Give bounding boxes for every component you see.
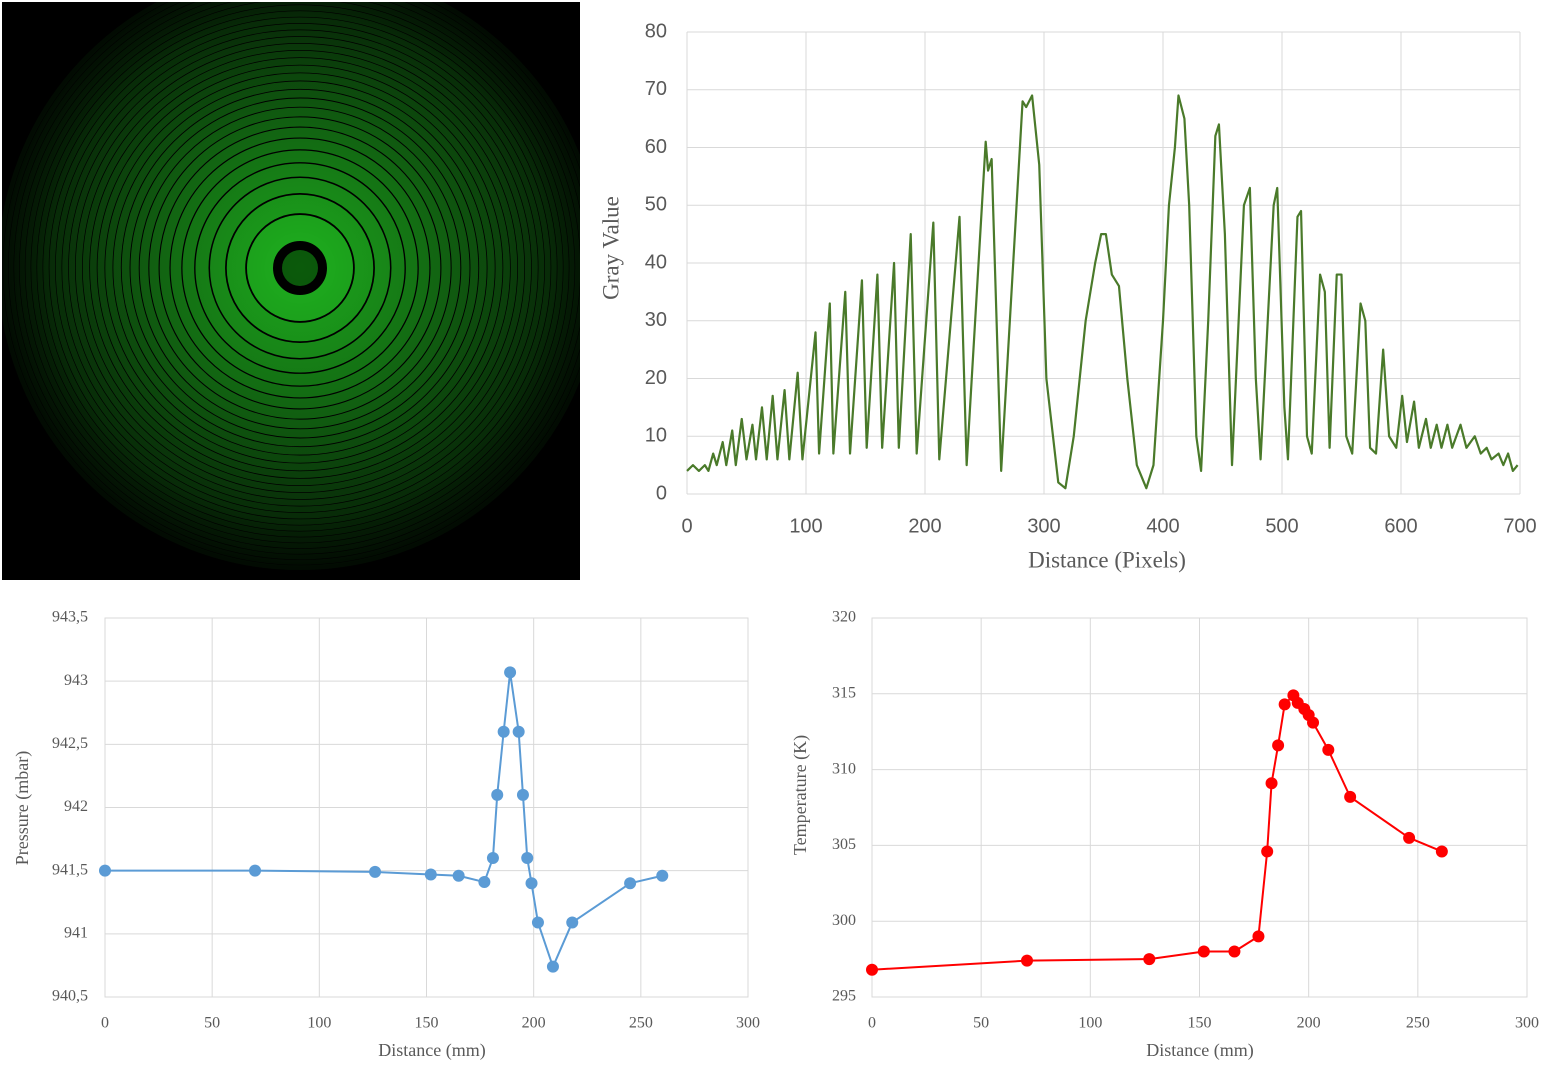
y-tick-label: 60 xyxy=(645,136,667,158)
y-axis-title: Temperature (K) xyxy=(790,735,811,855)
x-tick-label: 250 xyxy=(1406,1015,1430,1032)
plot-border xyxy=(104,617,749,998)
x-tick-label: 300 xyxy=(1515,1015,1539,1032)
data-point xyxy=(1021,954,1034,967)
data-point xyxy=(491,788,504,801)
data-point xyxy=(452,869,465,882)
data-point xyxy=(1344,790,1357,803)
data-point xyxy=(1265,777,1278,790)
x-tick-label: 150 xyxy=(1188,1015,1212,1032)
x-tick-label: 100 xyxy=(789,515,822,537)
data-line xyxy=(105,671,663,968)
x-axis-title: Distance (mm) xyxy=(378,1040,485,1061)
x-tick-label: 100 xyxy=(1078,1015,1102,1032)
vignette xyxy=(2,2,580,580)
x-tick-label: 50 xyxy=(973,1015,989,1032)
y-tick-label: 315 xyxy=(832,684,856,701)
data-point xyxy=(512,725,525,738)
x-tick-label: 50 xyxy=(204,1015,220,1032)
data-line xyxy=(686,94,1519,490)
x-tick-label: 300 xyxy=(1027,515,1060,537)
y-tick-label: 50 xyxy=(645,194,667,216)
y-tick-label: 942 xyxy=(64,798,88,815)
data-point xyxy=(566,916,579,929)
data-point xyxy=(516,788,529,801)
x-tick-label: 0 xyxy=(681,515,692,537)
x-tick-label: 200 xyxy=(522,1015,546,1032)
data-point xyxy=(521,852,534,865)
x-tick-label: 400 xyxy=(1146,515,1179,537)
data-point xyxy=(486,852,499,865)
data-point xyxy=(1143,953,1156,966)
x-tick-label: 300 xyxy=(736,1015,760,1032)
data-point xyxy=(1435,845,1448,858)
data-point xyxy=(1261,845,1274,858)
x-axis-title: Distance (Pixels) xyxy=(1028,547,1186,572)
data-point xyxy=(1307,716,1320,729)
data-point xyxy=(866,963,878,976)
interference-image xyxy=(2,2,580,580)
y-tick-label: 30 xyxy=(645,309,667,331)
data-point xyxy=(1278,698,1291,711)
y-tick-label: 943 xyxy=(64,672,88,689)
data-point xyxy=(656,869,669,882)
data-point xyxy=(504,666,517,679)
data-point xyxy=(478,876,491,889)
y-tick-label: 941,5 xyxy=(52,861,88,878)
y-tick-label: 20 xyxy=(645,367,667,389)
data-point xyxy=(531,916,544,929)
data-line xyxy=(871,694,1443,971)
data-point xyxy=(1228,945,1241,958)
data-point xyxy=(624,877,637,890)
y-tick-label: 941 xyxy=(64,925,88,942)
y-tick-label: 310 xyxy=(832,760,856,777)
data-point xyxy=(424,868,437,881)
y-tick-label: 320 xyxy=(832,609,856,626)
data-point xyxy=(249,864,262,877)
x-axis-title: Distance (mm) xyxy=(1146,1040,1253,1061)
y-axis-title: Gray Value xyxy=(598,196,623,300)
y-tick-label: 300 xyxy=(832,912,856,929)
x-tick-label: 150 xyxy=(415,1015,439,1032)
y-tick-label: 70 xyxy=(645,78,667,100)
plot-border xyxy=(871,617,1528,998)
data-point xyxy=(369,865,382,878)
data-point xyxy=(1403,831,1416,844)
y-tick-label: 80 xyxy=(645,20,667,42)
y-tick-label: 295 xyxy=(832,988,856,1005)
x-tick-label: 700 xyxy=(1503,515,1536,537)
data-point xyxy=(1252,930,1265,943)
y-tick-label: 940,5 xyxy=(52,988,88,1005)
data-point xyxy=(546,960,559,973)
y-tick-label: 305 xyxy=(832,836,856,853)
x-tick-label: 200 xyxy=(908,515,941,537)
data-point xyxy=(1272,739,1285,752)
y-tick-label: 943,5 xyxy=(52,609,88,626)
data-point xyxy=(497,725,510,738)
data-point xyxy=(99,864,111,877)
x-tick-label: 250 xyxy=(629,1015,653,1032)
x-tick-label: 0 xyxy=(101,1015,109,1032)
x-tick-label: 0 xyxy=(868,1015,876,1032)
x-tick-label: 500 xyxy=(1265,515,1298,537)
y-tick-label: 942,5 xyxy=(52,735,88,752)
data-point xyxy=(1197,945,1210,958)
y-tick-label: 40 xyxy=(645,251,667,273)
x-tick-label: 200 xyxy=(1297,1015,1321,1032)
x-tick-label: 600 xyxy=(1384,515,1417,537)
y-tick-label: 10 xyxy=(645,425,667,447)
y-tick-label: 0 xyxy=(656,482,667,504)
x-tick-label: 100 xyxy=(307,1015,331,1032)
data-point xyxy=(525,877,538,890)
y-axis-title: Pressure (mbar) xyxy=(12,751,33,865)
data-point xyxy=(1322,743,1335,756)
